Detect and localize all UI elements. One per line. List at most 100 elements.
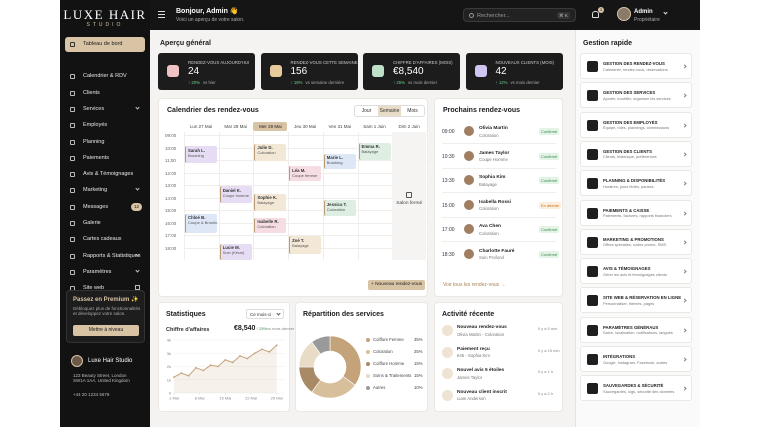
quick-action[interactable]: INTÉGRATIONS Google, Instagram, Facebook,… [580,346,692,372]
client-name: James Taylor [479,150,510,156]
nav-item[interactable]: Tableau de bord [65,37,145,52]
event-name: Sarah L. [188,147,205,153]
client-name: Charlotte Fauré [479,248,515,254]
nav-label: Rapports & Statistiques [83,252,141,259]
new-appointment-button[interactable]: + Nouveau rendez-vous [368,280,425,290]
quick-action[interactable]: GESTION DES CLIENTS Clients, historique, … [580,140,692,167]
divider [442,143,556,144]
quick-action[interactable]: AVIS & TÉMOIGNAGES Gérer les avis et témo… [580,258,692,285]
nav-label: Galerie [83,220,101,226]
view-tab[interactable]: Jour [361,108,372,114]
event[interactable]: Sarah L. Brushing [185,146,217,163]
bell-icon[interactable] [592,11,599,18]
hour-label: 09:00 [165,133,177,138]
status-badge: Confirmé [539,226,560,233]
client-service: Coloration [479,206,499,211]
metric-note: vs mois dernier [267,326,295,331]
quick-action-title: GESTION DES RENDEZ-VOUS [603,61,665,66]
legend-swatch [366,386,370,390]
quick-action-icon [587,119,598,131]
client-service: Coloration [479,132,499,138]
nav-label: Clients [83,89,100,96]
event[interactable]: Chloé B.Coupe & Brushing [185,213,217,233]
event[interactable]: Lucie M. Soin (Kérat) [219,243,252,260]
chevron-icon [682,269,687,274]
quick-action[interactable]: SITE WEB & RÉSERVATION EN LIGNE Personnal… [580,287,692,314]
status-badge: En attente [539,201,562,209]
nav-item[interactable]: Cartes cadeaux [65,232,145,247]
event[interactable]: Jessica T. Coloration [323,200,356,217]
status-badge: Confirmé [539,152,560,160]
event[interactable]: Marie L. Brushing [323,153,356,169]
nav-item[interactable]: Clients [65,86,145,101]
nav-item[interactable]: Marketing [65,183,145,198]
nav-item[interactable]: Services [65,102,145,117]
chevron-icon [135,186,140,192]
event[interactable]: Sophie K. Balayage [254,193,287,212]
client-name: Olivia Martin [479,126,508,131]
quick-action[interactable]: PARAMÈTRES GÉNÉRAUX Salon, localisation, … [580,316,692,343]
event-service: Coupe femme [292,172,318,178]
event[interactable]: Zoé T. Balayage [289,236,322,254]
nav-label: Marketing [83,187,108,194]
nav-item[interactable]: Paramètres [65,265,145,280]
event[interactable]: Léa M. Coupe femme [289,166,322,182]
event-service: Coloration [257,150,276,156]
stat-icon [269,65,282,77]
event-name: Marie L. [326,155,344,161]
nav-item[interactable]: Planning [65,135,145,150]
event[interactable]: Isabelle R. Coloration [254,217,287,233]
activity-detail: Olivia Martin - Coloration [457,331,505,337]
event-name: Sophie K. [257,195,278,201]
nav-icon [70,237,75,243]
nav-icon [70,106,75,112]
view-tab[interactable]: Mois [407,108,418,114]
chevron-icon [682,64,687,69]
nav-item[interactable]: Calendrier & RDV [65,69,145,84]
event[interactable]: Julie D. Coloration [254,143,287,162]
client-service: Balayage [479,181,497,187]
quick-action[interactable]: GESTION DES RENDEZ-VOUS Calendrier, rende… [580,53,692,79]
quick-action[interactable]: SAUVEGARDES & SÉCURITÉ Sauvegardes, logs,… [580,375,692,402]
quick-action-title: AVIS & TÉMOIGNAGES [603,266,651,272]
hour-line [184,135,427,136]
search-box[interactable]: Rechercher... ⌘ K [463,8,576,22]
activity-icon [442,368,453,379]
divider [442,216,556,218]
client-service: Coupe Homme [479,157,508,162]
quick-action[interactable]: PAIEMENTS & CAISSE Paiements, factures, r… [580,199,692,226]
user-avatar[interactable] [617,7,631,21]
nav-item[interactable]: Paiements [65,151,145,166]
quick-action-title: MARKETING & PROMOTIONS [603,236,664,242]
stat-card: CHIFFRE D'AFFAIRES (MOIS) €8,540 ↑ 25% vs m… [363,53,460,90]
stat-icon [372,65,384,77]
day-line [288,132,290,260]
nav-item[interactable]: Avis & Témoignages [65,167,145,182]
day-line [218,132,220,260]
event[interactable]: Emma R. Balayage [358,142,391,160]
quick-action[interactable]: PLANNING & DISPONIBILITÉS Horaires, jours… [580,170,692,197]
event[interactable]: Daniel K. Coupe homme [219,186,252,203]
view-all-link[interactable]: Voir tous les rendez-vous → [443,282,506,288]
event-service: Soin (Kérat) [222,250,245,256]
logo-subtitle: STUDIO [86,22,124,28]
client-avatar [464,150,474,161]
quick-action[interactable]: GESTION DES SERVICES Ajouter, modifier, o… [580,82,692,109]
nav-label: Messages [83,203,109,210]
legend-label: Coiffure Femme [373,337,404,342]
quick-action[interactable]: GESTION DES EMPLOYÉS Équipe, rôles, plann… [580,111,692,138]
chevron-icon [135,268,140,273]
period-dropdown[interactable]: Ce mois-ci [246,309,284,319]
quick-action[interactable]: MARKETING & PROMOTIONS Offres spéciales, … [580,228,692,255]
view-tab[interactable]: Semaine [378,106,401,116]
upgrade-button[interactable]: Mettre à niveau [73,325,139,336]
activity-time: Il y a 15 min [538,347,560,353]
nav-item[interactable]: Galerie [65,216,145,231]
nav-item[interactable]: Rapports & Statistiques [65,249,145,264]
event-service: Coloration [257,224,276,229]
nav-icon [70,221,75,226]
client-avatar [464,199,474,210]
nav-item[interactable]: Employés [65,118,145,133]
nav-item[interactable]: Messages 12 [65,200,145,215]
legend-value: 25% [414,349,423,354]
